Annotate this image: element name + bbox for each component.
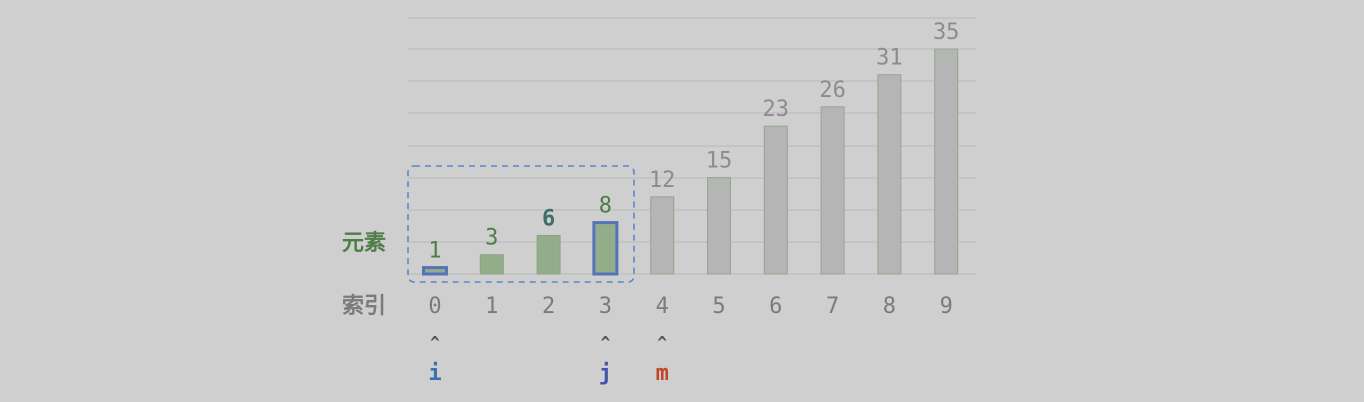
value-label-8: 31: [876, 46, 903, 71]
index-label-9: 9: [940, 294, 953, 319]
pointer-label-i: i: [428, 361, 441, 386]
value-label-9: 35: [933, 20, 960, 45]
value-label-0: 1: [428, 239, 441, 264]
pointer-arrow-i: ^: [430, 333, 440, 352]
bar-1: [479, 254, 504, 275]
index-label-8: 8: [883, 294, 896, 319]
value-label-1: 3: [485, 226, 498, 251]
value-label-5: 15: [706, 149, 733, 174]
pointer-label-j: j: [599, 361, 612, 386]
bar-8: [877, 74, 902, 275]
elements-row-label: 元素: [342, 230, 386, 256]
index-label-4: 4: [656, 294, 669, 319]
search-range-bracket: [407, 165, 635, 283]
pointer-label-m: m: [656, 361, 669, 386]
bar-2: [536, 234, 561, 275]
index-label-0: 0: [428, 294, 441, 319]
bar-3: [592, 221, 619, 276]
value-label-4: 12: [649, 168, 676, 193]
pointers-group: ^ i ^ j ^ m: [428, 333, 668, 386]
value-label-6: 23: [763, 97, 790, 122]
bar-6: [763, 125, 788, 275]
index-label-5: 5: [712, 294, 725, 319]
grid-lines: [408, 17, 976, 275]
bar-9: [934, 48, 959, 275]
index-label-7: 7: [826, 294, 839, 319]
pointer-arrow-j: ^: [601, 333, 611, 352]
bar-4: [650, 196, 675, 275]
index-label-3: 3: [599, 294, 612, 319]
value-labels-group: 1 3 6 8 12 15 23 26 31 35: [428, 20, 959, 264]
index-label-2: 2: [542, 294, 555, 319]
index-label-6: 6: [769, 294, 782, 319]
index-label-1: 1: [485, 294, 498, 319]
bar-0: [422, 266, 448, 276]
index-row-label: 索引: [342, 294, 386, 319]
bars-group: [422, 48, 959, 276]
value-label-2: 6: [542, 206, 555, 231]
value-label-7: 26: [819, 78, 846, 103]
pointer-arrow-m: ^: [657, 333, 667, 352]
bar-5: [707, 177, 731, 275]
value-label-3: 8: [599, 194, 612, 219]
bar-7: [820, 106, 845, 275]
index-labels-group: 0 1 2 3 4 5 6 7 8 9: [428, 294, 952, 319]
